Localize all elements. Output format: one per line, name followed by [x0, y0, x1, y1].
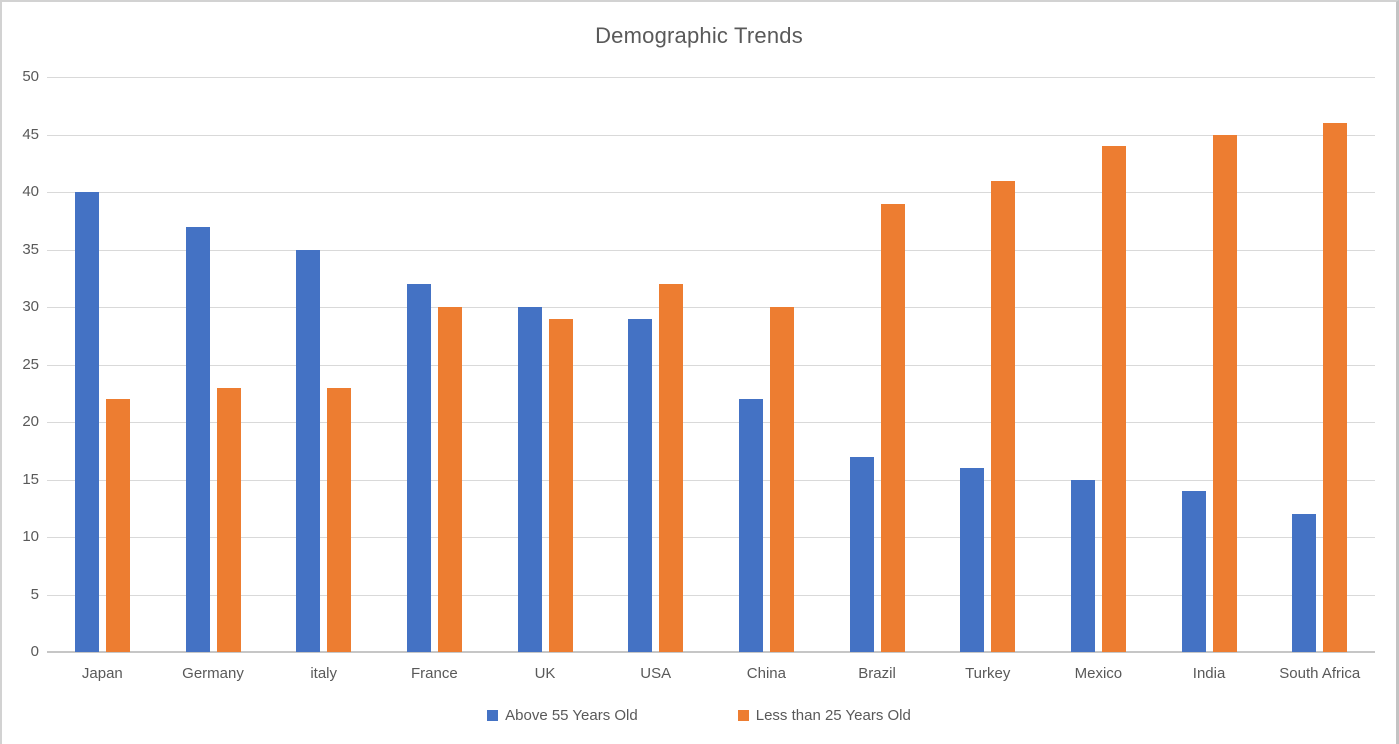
x-tick-label: UK — [534, 665, 556, 682]
x-tick-label: Brazil — [858, 665, 896, 682]
x-axis-labels: Japan Germany italy France UK USA China Brazil T… — [47, 665, 1375, 682]
bar-groups — [47, 77, 1375, 652]
bar — [628, 318, 653, 652]
y-tick-label: 5 — [30, 585, 39, 603]
gridline — [47, 594, 1375, 596]
x-tick-label: italy — [310, 665, 338, 682]
x-tick-label: Japan — [81, 665, 123, 682]
y-tick-label: 30 — [22, 298, 39, 315]
bar-group-uk — [490, 77, 601, 652]
bar — [105, 399, 130, 652]
bar — [406, 284, 431, 652]
bar — [74, 192, 99, 652]
bar — [185, 226, 210, 652]
legend-swatch-above-55 — [487, 710, 499, 721]
bar — [216, 387, 241, 652]
bar — [769, 307, 794, 652]
y-tick-label: 20 — [22, 413, 39, 430]
gridline — [47, 537, 1375, 538]
bar-group-india — [1154, 77, 1265, 652]
bar — [849, 456, 874, 652]
bar-group-italy — [268, 77, 379, 652]
bar-group-china — [711, 77, 822, 652]
bar — [1101, 146, 1126, 652]
gridline — [47, 307, 1375, 308]
x-tick-label: Germany — [182, 665, 244, 682]
legend-item-above-55: Above 55 Years Old — [487, 707, 638, 724]
y-tick-label: 45 — [22, 125, 39, 143]
bar — [1323, 123, 1348, 652]
x-axis-line — [47, 651, 1375, 653]
bar — [327, 387, 352, 652]
chart-title: Demographic Trends — [595, 23, 803, 48]
bar-group-turkey — [932, 77, 1043, 652]
legend-item-less-25: Less than 25 Years Old — [737, 707, 911, 724]
y-tick-label: 10 — [22, 528, 39, 545]
bar-group-france — [379, 77, 490, 652]
legend-swatch-less-25 — [737, 710, 749, 721]
x-tick-label: USA — [640, 665, 672, 682]
bar — [548, 318, 573, 652]
bar — [1292, 514, 1317, 652]
y-tick-label: 15 — [22, 470, 39, 488]
bar — [1212, 134, 1237, 652]
legend-label-above-55: Above 55 Years Old — [505, 707, 638, 724]
y-tick-label: 35 — [22, 240, 39, 258]
y-tick-label: 0 — [30, 643, 39, 660]
bar-group-mexico — [1043, 77, 1154, 652]
x-tick-label: India — [1192, 665, 1226, 682]
gridlines — [47, 77, 1375, 652]
y-axis-labels: 0 5 10 15 20 25 30 35 40 45 50 — [8, 68, 39, 660]
bar-group-usa — [600, 77, 711, 652]
bar-group-south-africa — [1264, 77, 1375, 652]
y-tick-label: 50 — [22, 68, 39, 85]
bar — [1181, 491, 1206, 652]
legend-label-less-25: Less than 25 Years Old — [755, 707, 911, 724]
gridline — [47, 77, 1375, 78]
gridline — [47, 364, 1375, 366]
bar — [296, 249, 321, 652]
bar — [1070, 479, 1095, 652]
gridline — [47, 134, 1375, 136]
bar-group-germany — [158, 77, 269, 652]
gridline — [47, 479, 1375, 481]
bar — [991, 180, 1016, 652]
bar — [738, 399, 763, 652]
bar — [659, 284, 684, 652]
bar-group-japan — [47, 77, 158, 652]
bar — [517, 307, 542, 652]
gridline — [47, 422, 1375, 423]
x-tick-label: Turkey — [965, 665, 1011, 682]
x-tick-label: Mexico — [1074, 665, 1123, 682]
x-tick-label: France — [411, 665, 458, 682]
gridline — [47, 192, 1375, 193]
plot-area — [47, 77, 1375, 653]
bar — [960, 468, 985, 652]
bar — [437, 307, 462, 652]
x-tick-label: China — [746, 665, 786, 682]
y-tick-label: 25 — [22, 355, 39, 373]
y-tick-label: 40 — [22, 183, 39, 200]
bar — [880, 203, 905, 652]
legend: Above 55 Years Old Less than 25 Years Ol… — [2, 707, 1396, 724]
gridline — [47, 249, 1375, 251]
bar-group-brazil — [822, 77, 933, 652]
x-tick-label: South Africa — [1279, 665, 1361, 682]
